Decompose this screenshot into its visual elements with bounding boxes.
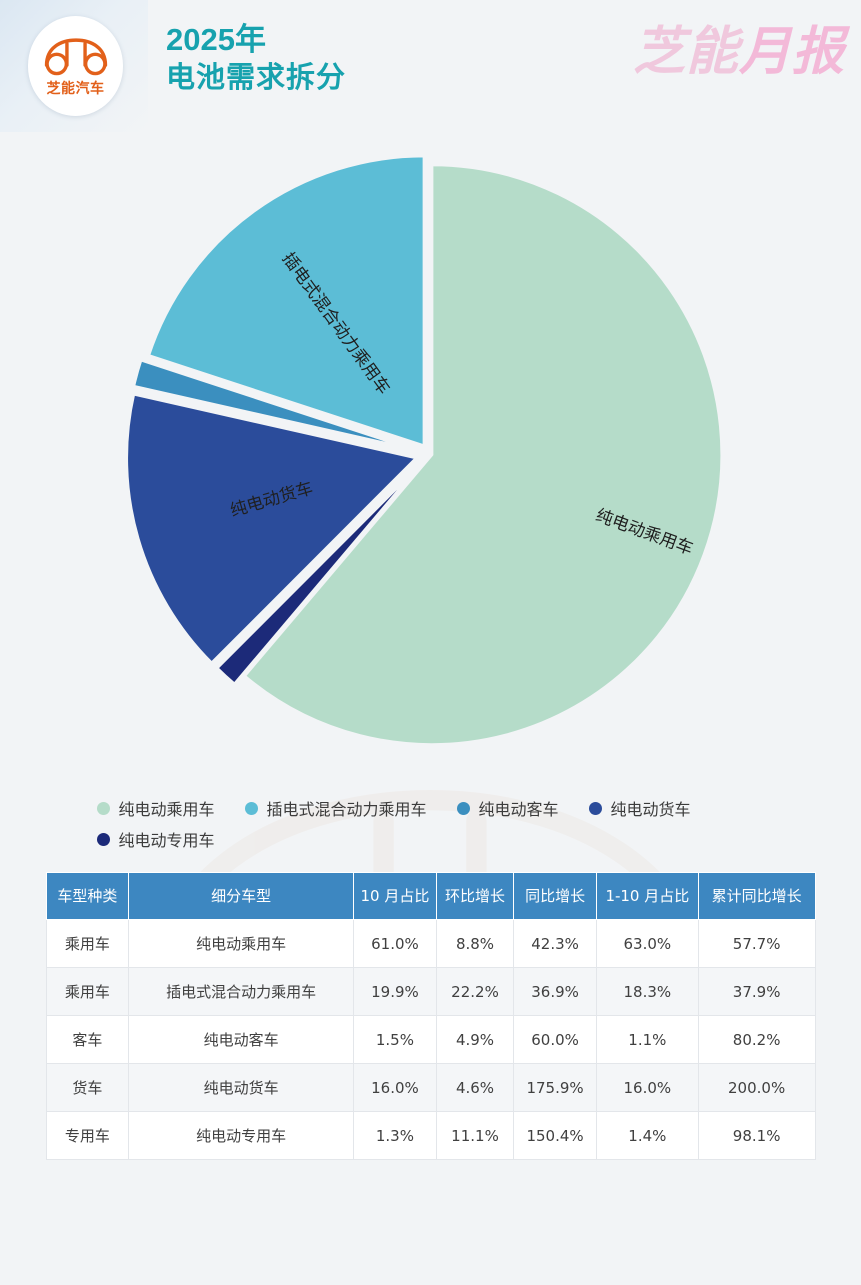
- table-cell: 37.9%: [697, 967, 816, 1017]
- legend-item-label: 插电式混合动力乘用车: [266, 800, 427, 819]
- table-cell: 1.1%: [595, 1015, 699, 1065]
- page-title: 2025年 电池需求拆分: [166, 22, 346, 96]
- table-header-cell: 环比增长: [435, 871, 515, 921]
- pie-slice[interactable]: [147, 154, 426, 448]
- legend-item-label: 纯电动专用车: [118, 831, 215, 850]
- legend-item[interactable]: 纯电动乘用车: [96, 796, 215, 820]
- table-cell: 1.5%: [353, 1015, 437, 1065]
- table-cell: 200.0%: [697, 1063, 816, 1113]
- table-cell: 150.4%: [513, 1111, 597, 1161]
- chart-legend: 纯电动乘用车 插电式混合动力乘用车 纯电动客车 纯电动货车纯电动专用车: [51, 792, 811, 858]
- table-row: 专用车 纯电动专用车 1.3% 11.1% 150.4% 1.4% 98.1%: [45, 1111, 816, 1161]
- table-header-cell: 累计同比增长: [697, 871, 816, 921]
- legend-color-swatch: [96, 832, 110, 846]
- legend-item[interactable]: 纯电动专用车: [96, 827, 215, 851]
- title-subject: 电池需求拆分: [166, 61, 347, 94]
- table-header-cell: 1-10 月占比: [595, 871, 699, 921]
- table-cell: 18.3%: [595, 967, 699, 1017]
- table-cell: 乘用车: [45, 967, 130, 1017]
- table-row: 客车 纯电动客车 1.5% 4.9% 60.0% 1.1% 80.2%: [45, 1015, 816, 1065]
- table-cell: 16.0%: [595, 1063, 699, 1113]
- table-cell: 19.9%: [353, 967, 437, 1017]
- table-cell: 63.0%: [595, 919, 699, 969]
- legend-item[interactable]: 纯电动客车: [456, 796, 559, 820]
- pie-slice[interactable]: [132, 358, 419, 452]
- table-cell: 22.2%: [435, 967, 515, 1017]
- table-cell: 纯电动乘用车: [128, 919, 355, 969]
- table-cell: 98.1%: [697, 1111, 816, 1161]
- table-cell: 专用车: [45, 1111, 130, 1161]
- table-cell: 11.1%: [435, 1111, 515, 1161]
- data-table-wrap: 车型种类 细分车型 10 月占比 环比增长 同比增长 1-10 月占比 累计同比增长 乘用车…: [45, 871, 816, 1161]
- table-cell: 货车: [45, 1063, 130, 1113]
- table-cell: 客车: [45, 1015, 130, 1065]
- pie-chart: 纯电动乘用车 纯电动货车 插电式混合动力乘用车: [0, 132, 861, 792]
- table-row: 货车 纯电动货车 16.0% 4.6% 175.9% 16.0% 200.0%: [45, 1063, 816, 1113]
- legend-color-swatch: [456, 801, 470, 815]
- table-cell: 1.4%: [595, 1111, 699, 1161]
- table-cell: 1.3%: [353, 1111, 437, 1161]
- pie-slice[interactable]: [215, 461, 424, 686]
- table-header-cell: 车型种类: [45, 871, 130, 921]
- legend-item-label: 纯电动客车: [478, 800, 559, 819]
- table-cell: 61.0%: [353, 919, 437, 969]
- legend-item[interactable]: 纯电动货车: [588, 796, 691, 820]
- title-year: 2025年: [166, 22, 266, 57]
- table-cell: 乘用车: [45, 919, 130, 969]
- table-cell: 60.0%: [513, 1015, 597, 1065]
- table-cell: 16.0%: [353, 1063, 437, 1113]
- table-cell: 纯电动客车: [128, 1015, 355, 1065]
- brand-part1: 芝能: [632, 22, 739, 82]
- table-row: 乘用车 插电式混合动力乘用车 19.9% 22.2% 36.9% 18.3% 37.9%: [45, 967, 816, 1017]
- table-header-cell: 同比增长: [513, 871, 597, 921]
- table-header-cell: 10 月占比: [353, 871, 437, 921]
- legend-item[interactable]: 插电式混合动力乘用车: [244, 796, 427, 820]
- table-cell: 4.9%: [435, 1015, 515, 1065]
- brand-part2: 月报: [738, 22, 845, 82]
- breakdown-table: 车型种类 细分车型 10 月占比 环比增长 同比增长 1-10 月占比 累计同比增长 乘用车…: [45, 871, 816, 1161]
- pie-slice[interactable]: [125, 392, 419, 665]
- table-cell: 57.7%: [697, 919, 816, 969]
- table-row: 乘用车 纯电动乘用车 61.0% 8.8% 42.3% 63.0% 57.7%: [45, 919, 816, 969]
- page-header: 芝能汽车 2025年 电池需求拆分 芝能月报: [0, 0, 861, 132]
- legend-color-swatch: [96, 801, 110, 815]
- pie-slice[interactable]: [242, 163, 724, 747]
- legend-item-label: 纯电动乘用车: [118, 800, 215, 819]
- table-cell: 36.9%: [513, 967, 597, 1017]
- table-header-cell: 细分车型: [128, 871, 355, 921]
- legend-item-label: 纯电动货车: [610, 800, 691, 819]
- brand-mark: 芝能月报: [633, 26, 845, 78]
- table-cell: 80.2%: [697, 1015, 816, 1065]
- table-cell: 纯电动专用车: [128, 1111, 355, 1161]
- table-cell: 175.9%: [513, 1063, 597, 1113]
- table-header-row: 车型种类 细分车型 10 月占比 环比增长 同比增长 1-10 月占比 累计同比增长: [45, 871, 816, 921]
- legend-color-swatch: [244, 801, 258, 815]
- legend-color-swatch: [588, 801, 602, 815]
- logo-badge: 芝能汽车: [28, 16, 123, 116]
- table-cell: 纯电动货车: [128, 1063, 355, 1113]
- table-cell: 插电式混合动力乘用车: [128, 967, 355, 1017]
- table-cell: 8.8%: [435, 919, 515, 969]
- table-cell: 42.3%: [513, 919, 597, 969]
- logo-text: 芝能汽车: [46, 80, 105, 97]
- car-outline-icon: [42, 35, 110, 77]
- table-cell: 4.6%: [435, 1063, 515, 1113]
